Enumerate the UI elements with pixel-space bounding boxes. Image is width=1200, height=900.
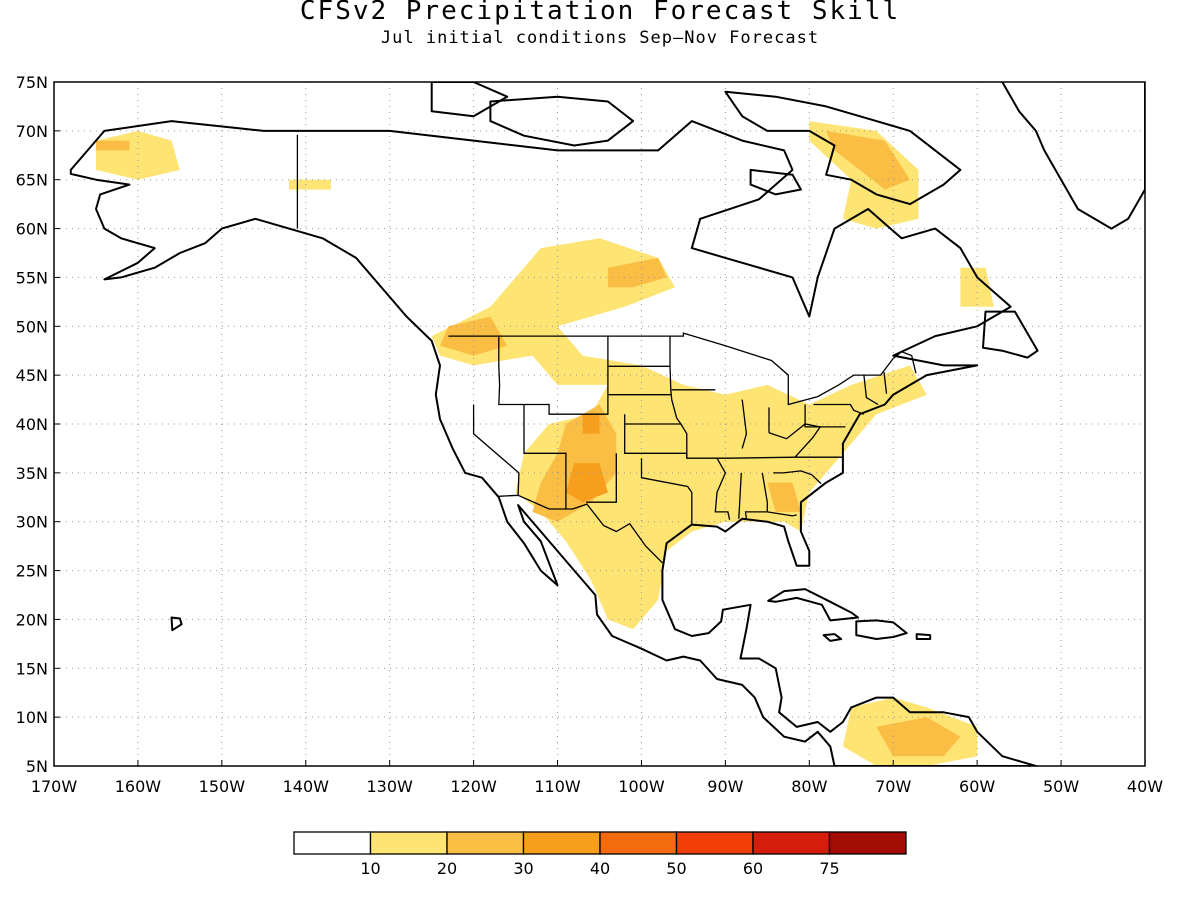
border-line-22 bbox=[863, 375, 879, 406]
border-line-3 bbox=[498, 336, 609, 415]
lon-tick-label: 50W bbox=[1043, 777, 1079, 796]
jamaica-coastline bbox=[822, 633, 843, 642]
banks-island-coastline bbox=[430, 82, 509, 118]
lon-tick-label: 100W bbox=[618, 777, 665, 796]
north-america-coastline bbox=[69, 120, 1037, 766]
lat-tick-label: 30N bbox=[16, 513, 48, 532]
colorbar-swatch-2 bbox=[446, 831, 525, 855]
lat-tick-label: 15N bbox=[16, 659, 48, 678]
lat-tick-label: 70N bbox=[16, 122, 48, 141]
colorbar-label: 50 bbox=[666, 859, 686, 878]
border-line-25 bbox=[773, 470, 822, 485]
colorbar-swatch-4 bbox=[599, 831, 678, 855]
colorbar-swatch-7 bbox=[828, 831, 907, 855]
skill-region-8 bbox=[607, 257, 667, 288]
baffin-island-coastline bbox=[724, 90, 962, 206]
border-line-14 bbox=[714, 457, 731, 520]
lon-tick-label: 40W bbox=[1127, 777, 1163, 796]
border-line-24 bbox=[768, 423, 822, 458]
colorbar-label: 20 bbox=[437, 859, 457, 878]
colorbar-label: 40 bbox=[590, 859, 610, 878]
map-title: CFSv2 Precipitation Forecast Skill bbox=[299, 0, 901, 26]
border-line-20 bbox=[804, 404, 846, 428]
lat-tick-label: 75N bbox=[16, 73, 48, 92]
lon-tick-label: 90W bbox=[707, 777, 743, 796]
skill-region-10 bbox=[826, 130, 910, 190]
hawaii-coastline bbox=[170, 616, 183, 632]
lat-tick-label: 5N bbox=[26, 757, 48, 776]
lat-tick-label: 20N bbox=[16, 610, 48, 629]
colorbar-label: 75 bbox=[819, 859, 839, 878]
lon-tick-label: 170W bbox=[31, 777, 78, 796]
lat-tick-label: 10N bbox=[16, 708, 48, 727]
victoria-island-coastline bbox=[489, 95, 635, 147]
skill-region-9 bbox=[767, 482, 801, 512]
greenland-coastline bbox=[999, 82, 1145, 230]
lon-tick-label: 120W bbox=[450, 777, 497, 796]
lat-tick-label: 50N bbox=[16, 317, 48, 336]
colorbar-label: 60 bbox=[743, 859, 763, 878]
hispaniola-coastline bbox=[855, 619, 908, 640]
newfoundland-coastline bbox=[982, 310, 1039, 359]
lat-tick-label: 65N bbox=[16, 171, 48, 190]
colorbar: 10 20 30 40 50 60 75 bbox=[293, 831, 907, 878]
lon-tick-label: 130W bbox=[367, 777, 414, 796]
skill-shading-layer bbox=[96, 121, 994, 766]
lon-tick-label: 140W bbox=[283, 777, 330, 796]
colorbar-label: 10 bbox=[360, 859, 380, 878]
skill-region-2 bbox=[289, 179, 331, 190]
border-line-15 bbox=[738, 472, 742, 519]
skill-region-14 bbox=[582, 414, 600, 434]
axis-labels: 75N 70N 65N 60N 55N 50N 45N 40N 35N 30N 25N 20N 15N 1… bbox=[16, 73, 1164, 796]
border-line-21 bbox=[813, 403, 865, 415]
border-line-5 bbox=[523, 404, 567, 509]
skill-region-11 bbox=[876, 717, 961, 757]
lon-tick-label: 110W bbox=[534, 777, 581, 796]
lat-tick-label: 40N bbox=[16, 415, 48, 434]
border-line-4 bbox=[472, 404, 520, 496]
skill-region-4 bbox=[960, 267, 994, 307]
political-borders-layer bbox=[296, 134, 917, 564]
southampton-island-coastline bbox=[749, 168, 802, 196]
border-line-18 bbox=[741, 399, 748, 449]
colorbar-swatch-1 bbox=[369, 831, 448, 855]
lon-tick-label: 80W bbox=[791, 777, 827, 796]
border-line-23 bbox=[883, 372, 888, 394]
border-line-8 bbox=[640, 458, 693, 525]
lat-tick-label: 25N bbox=[16, 562, 48, 581]
cuba-coastline bbox=[767, 588, 859, 622]
puerto-rico-coastline bbox=[915, 633, 932, 640]
colorbar-swatch-3 bbox=[522, 831, 601, 855]
lon-tick-label: 160W bbox=[115, 777, 162, 796]
colorbar-swatch-5 bbox=[675, 831, 754, 855]
border-line-7 bbox=[586, 453, 617, 503]
lon-tick-label: 60W bbox=[959, 777, 995, 796]
colorbar-swatch-6 bbox=[752, 831, 831, 855]
border-line-1 bbox=[448, 332, 917, 406]
lat-tick-label: 55N bbox=[16, 268, 48, 287]
border-line-17 bbox=[767, 511, 797, 517]
lat-tick-label: 35N bbox=[16, 464, 48, 483]
coastlines-layer bbox=[69, 82, 1145, 766]
skill-region-12 bbox=[96, 140, 130, 151]
border-line-9 bbox=[669, 336, 688, 459]
colorbar-label: 30 bbox=[513, 859, 533, 878]
lon-tick-label: 150W bbox=[199, 777, 246, 796]
lat-tick-label: 45N bbox=[16, 366, 48, 385]
border-line-2 bbox=[498, 494, 663, 564]
lat-tick-label: 60N bbox=[16, 220, 48, 239]
map-subtitle: Jul initial conditions Sep–Nov Forecast bbox=[380, 28, 820, 48]
colorbar-swatch-0 bbox=[293, 831, 372, 855]
lon-tick-label: 70W bbox=[875, 777, 911, 796]
